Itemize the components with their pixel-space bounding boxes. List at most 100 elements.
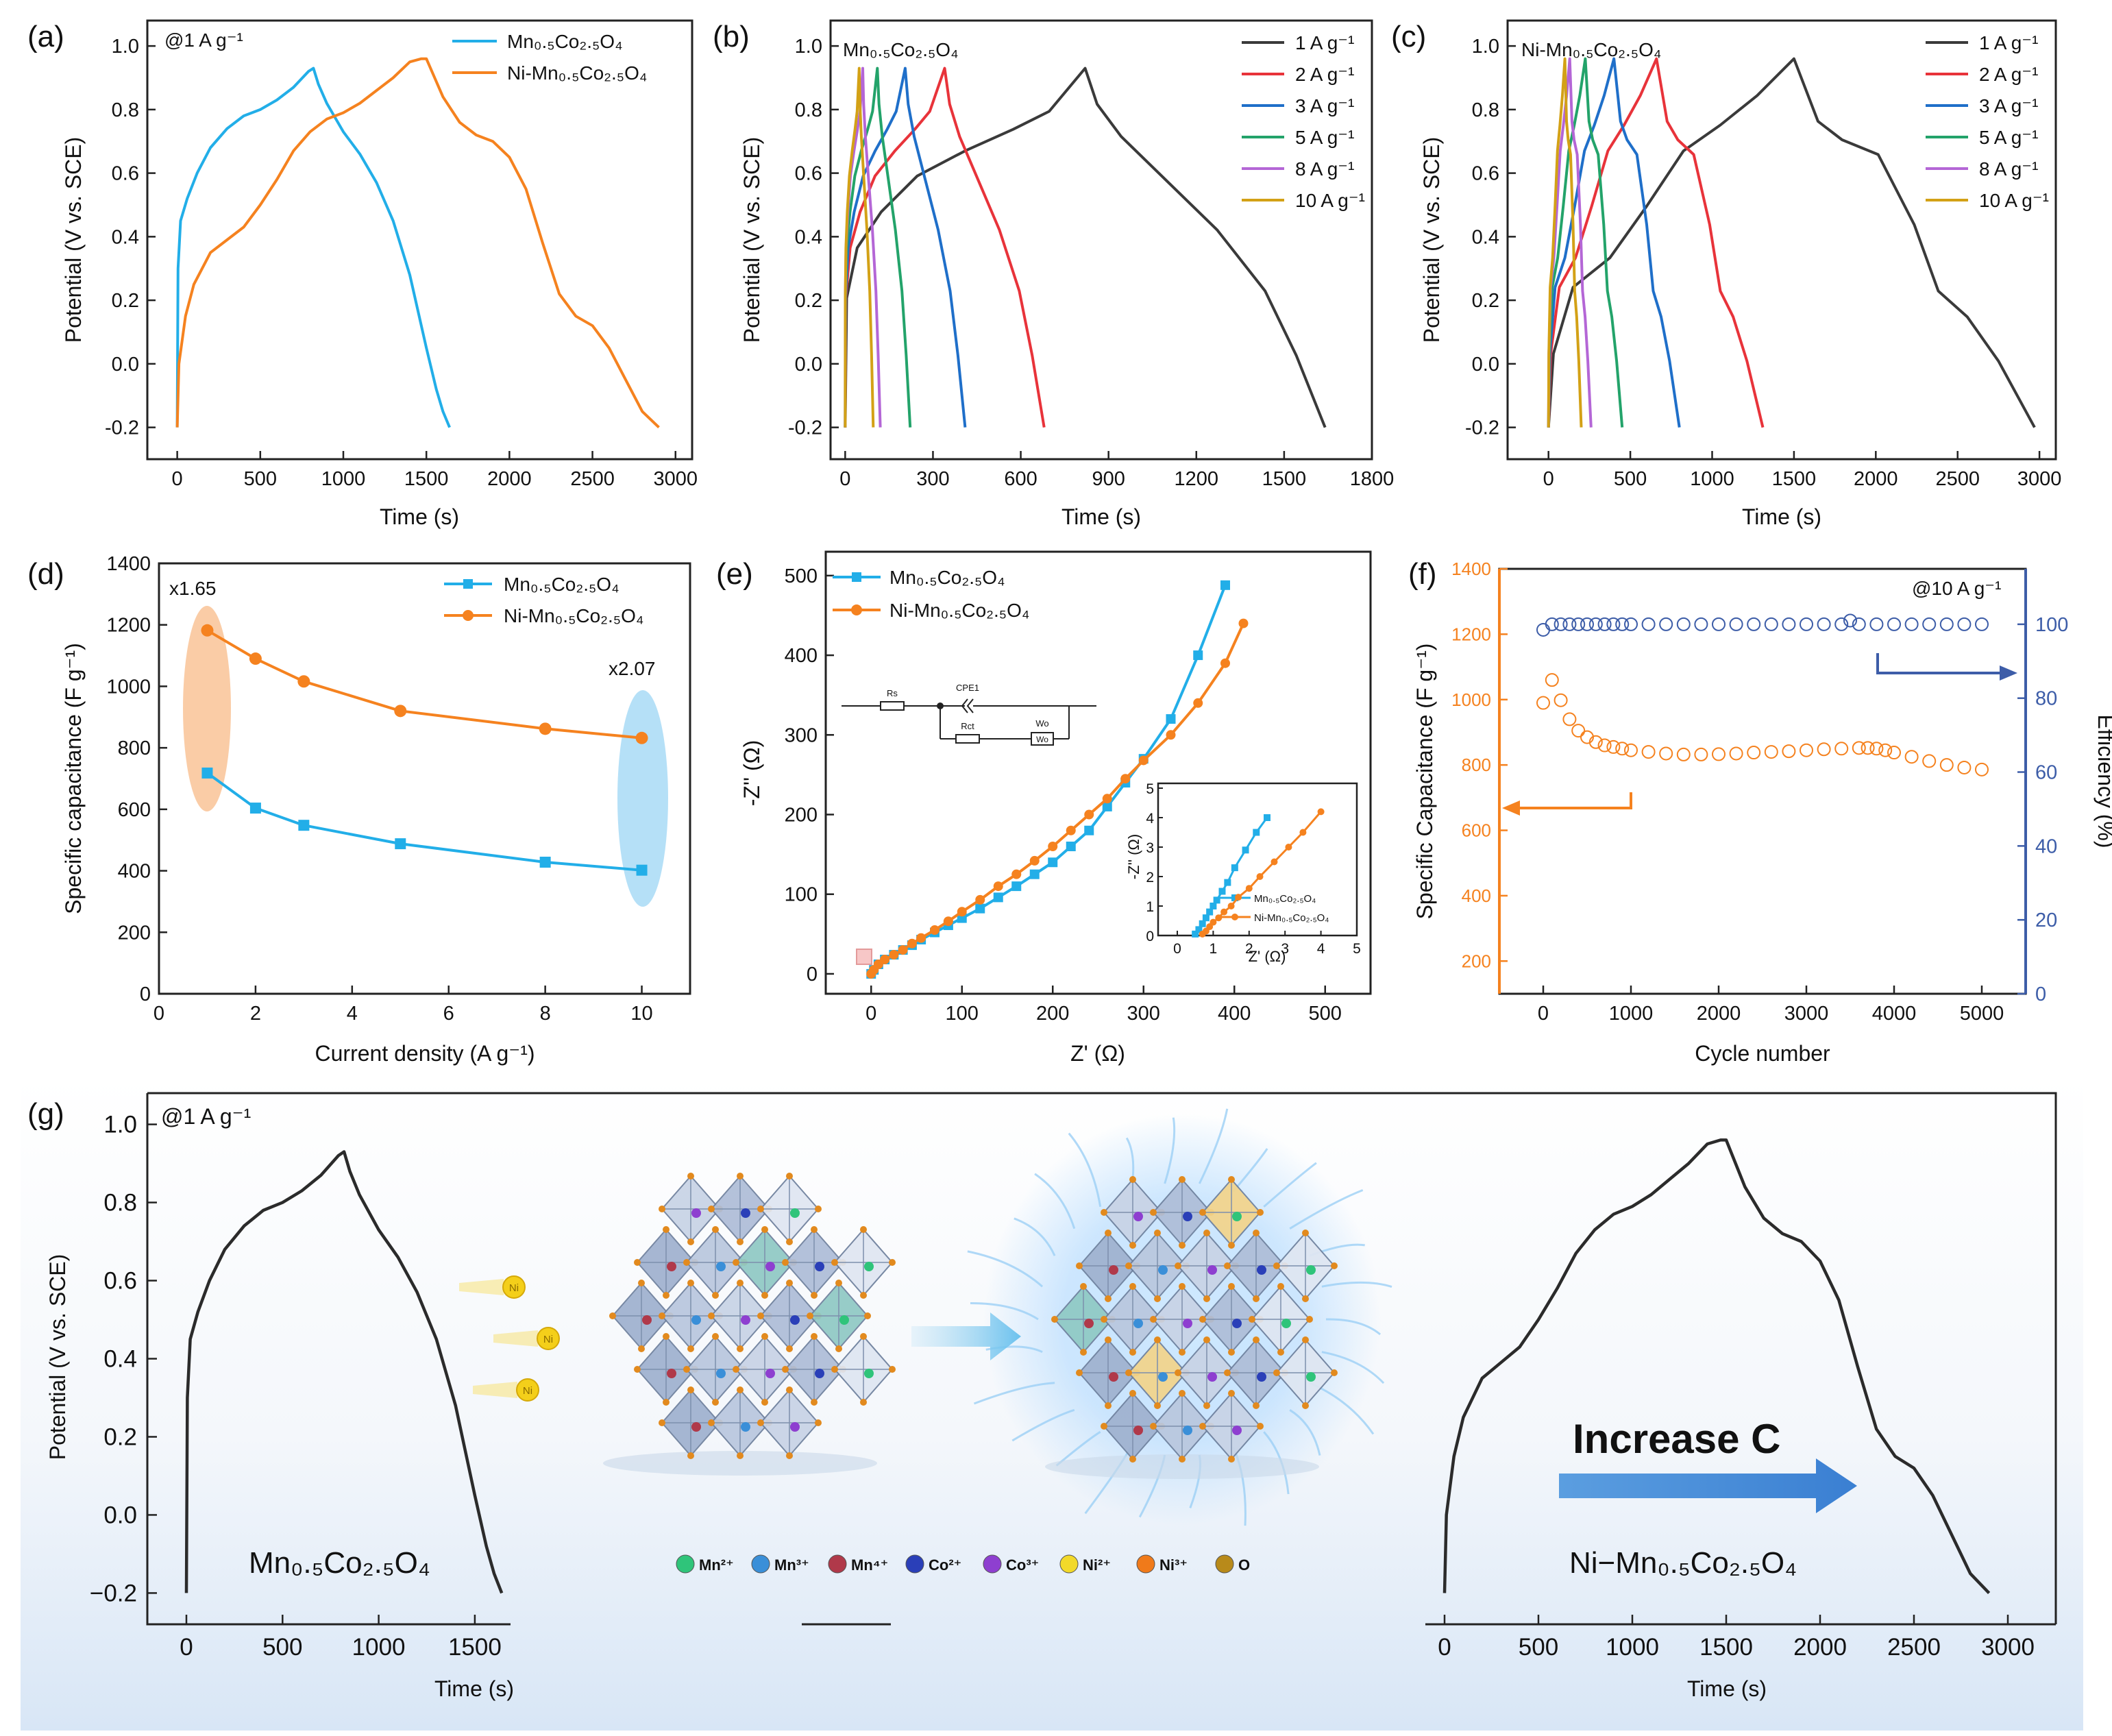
inset-point (1235, 894, 1242, 901)
oxygen-atom (815, 1206, 822, 1212)
panel-c: (c) 0 500 1000 1500 2000 2500 3000 -0.2 0.0 0.2 0.… (1391, 19, 2061, 529)
oxygen-atom (1154, 1336, 1161, 1343)
oxygen-atom (712, 1333, 719, 1340)
inset-point (1231, 864, 1238, 872)
efficiency-point (1747, 617, 1761, 631)
oxygen-atom (1129, 1349, 1136, 1356)
oxygen-atom (786, 1345, 793, 1352)
ni-ion-label: Ni (523, 1385, 532, 1397)
capacitance-point (1878, 743, 1893, 757)
data-point (1220, 658, 1230, 668)
y-tick-label: 200 (1462, 951, 1491, 971)
panel-c-legend: 1 A g⁻¹ 2 A g⁻¹ 3 A g⁻¹ 5 A g⁻¹ 8 A g⁻¹ 10 A … (1926, 32, 2049, 211)
capacitance-point (1571, 724, 1586, 738)
oxygen-atom (712, 1226, 719, 1233)
ion-legend-label: Ni³⁺ (1159, 1556, 1188, 1574)
octahedron-edge (810, 1283, 868, 1349)
panel-a-frame (146, 19, 693, 461)
cation-atom (1084, 1319, 1094, 1328)
oxygen-atom (733, 1259, 739, 1266)
y-tick-label: 1000 (106, 676, 151, 698)
oxygen-atom (1306, 1316, 1313, 1323)
octahedron-edge (1277, 1233, 1334, 1299)
data-point (993, 881, 1003, 892)
oxygen-atom (1129, 1242, 1136, 1249)
oxygen-atom (1228, 1283, 1235, 1290)
oxygen-atom (1125, 1369, 1132, 1376)
ion-legend-label: Co²⁺ (929, 1556, 961, 1574)
data-point (898, 945, 908, 955)
gcd-curve-left (184, 1150, 504, 1594)
cation-atom (667, 1369, 676, 1378)
x-tick-label: 2500 (1887, 1634, 1941, 1661)
oxygen-atom (860, 1226, 867, 1233)
capacitance-line (206, 772, 642, 872)
ion-legend-dot (905, 1554, 924, 1574)
efficiency-point (1615, 617, 1630, 631)
panel-g-annotation: @1 A g⁻¹ (161, 1104, 251, 1129)
lightning-streak (1068, 1132, 1102, 1208)
data-point (1102, 794, 1112, 804)
x-tick-label: 1000 (352, 1634, 406, 1661)
legend-label: 1 A g⁻¹ (1979, 32, 2038, 53)
data-point (249, 803, 261, 814)
oxygen-atom (708, 1419, 715, 1426)
capacitance-point (1536, 696, 1550, 710)
capacitance-point (1957, 760, 1972, 774)
oxygen-atom (634, 1366, 641, 1373)
lightning-streak (1198, 1108, 1229, 1184)
oxygen-atom (889, 1259, 896, 1266)
y-tick-label: 1.0 (1472, 36, 1499, 58)
data-point (394, 705, 407, 718)
y-tick-label: 1200 (1451, 624, 1491, 644)
oxygen-atom (1080, 1283, 1087, 1290)
oxygen-atom (687, 1173, 694, 1179)
ni-ion (516, 1378, 539, 1402)
cation-atom (1232, 1212, 1242, 1221)
inset-x-tick-label: 0 (1173, 941, 1181, 957)
cation-atom (1257, 1372, 1266, 1382)
oxygen-atom (1199, 1209, 1206, 1216)
panel-g-crystals (603, 1108, 1392, 1526)
ion-legend-dot (751, 1554, 770, 1574)
oxygen-atom (864, 1312, 871, 1319)
panel-b-annotation: Mn₀.₅Co₂.₅O₄ (843, 39, 959, 60)
data-point (1029, 869, 1040, 879)
efficiency-point (1852, 617, 1866, 631)
inset-point (1220, 908, 1228, 916)
inset-point (1192, 930, 1199, 938)
y-tick-label: 0 (807, 964, 818, 986)
x-tick-label: 2000 (487, 468, 532, 490)
oxygen-atom (786, 1238, 793, 1245)
oxygen-atom (1179, 1349, 1186, 1356)
x-tick-label: 500 (244, 468, 277, 490)
inset-y-tick-label: 4 (1146, 811, 1154, 827)
oxygen-atom (1101, 1423, 1107, 1430)
inset-point (1210, 918, 1217, 926)
oxygen-atom (1224, 1369, 1231, 1376)
efficiency-point (1887, 617, 1901, 631)
gcd-curve (1547, 57, 1681, 428)
oxygen-atom (609, 1312, 616, 1319)
crystal-shadow (603, 1451, 877, 1476)
oxygen-atom (663, 1333, 670, 1340)
data-point (1029, 855, 1040, 866)
cation-atom (1306, 1265, 1316, 1275)
inset-x-tick-label: 2 (1245, 941, 1253, 957)
oxygen-atom (1199, 1316, 1206, 1323)
lightning-streak (967, 1250, 1044, 1288)
capacitance-point (1615, 742, 1630, 756)
data-point (1220, 580, 1230, 590)
cation-atom (1207, 1265, 1217, 1275)
y-tick-label: 400 (785, 645, 818, 667)
panel-a-annotation: @1 A g⁻¹ (164, 29, 243, 51)
ion-legend-label: Mn³⁺ (774, 1556, 809, 1574)
oxygen-atom (1273, 1369, 1280, 1376)
y2-tick-label: 100 (2035, 614, 2068, 636)
cation-atom (815, 1262, 824, 1271)
panel-d-highlight-blue (617, 690, 668, 907)
inset-point (1206, 908, 1214, 916)
panel-c-frame (1506, 19, 2057, 461)
panel-g-label: (g) (27, 1097, 64, 1131)
